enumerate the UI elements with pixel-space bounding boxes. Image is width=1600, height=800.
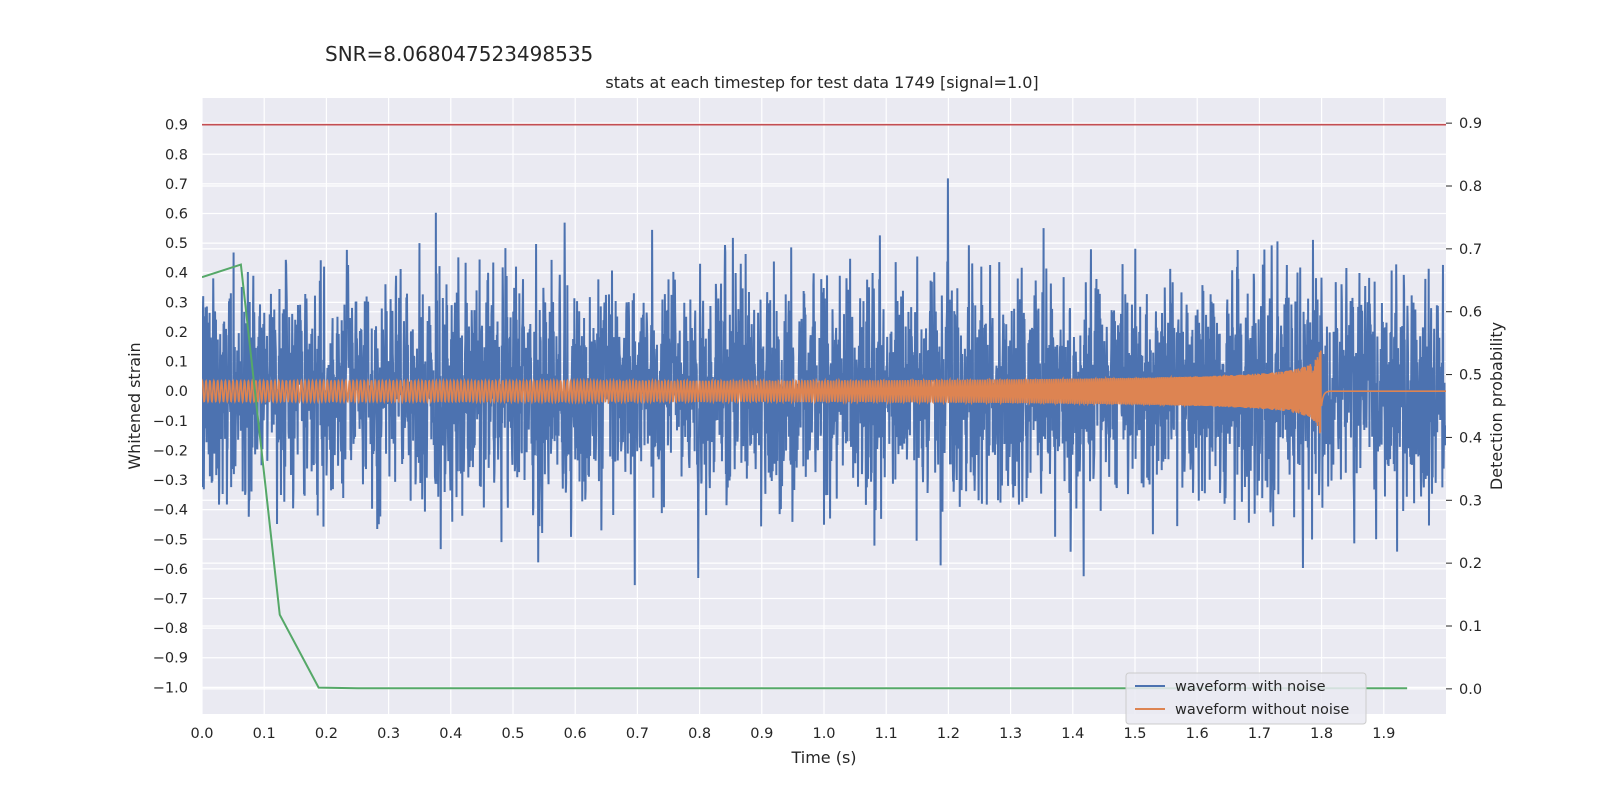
y-left-tick-label: 0.1	[165, 355, 188, 371]
y-right-tick-label: 0.4	[1459, 430, 1482, 446]
x-tick-label: 0.4	[439, 726, 462, 742]
x-tick-label: 0.7	[626, 726, 649, 742]
x-tick-label: 0.3	[377, 726, 400, 742]
y-left-tick-label: −0.2	[153, 443, 188, 459]
y-axis-left-label: Whitened strain	[125, 342, 144, 469]
x-tick-label: 1.8	[1310, 726, 1333, 742]
chart-title: stats at each timestep for test data 174…	[605, 73, 1038, 92]
series-line-waveform-with-noise	[202, 178, 1446, 586]
y-left-tick-label: 0.6	[165, 207, 188, 223]
series-line-detection-probability	[202, 263, 1408, 690]
legend-label-waveform-with-noise: waveform with noise	[1175, 679, 1326, 695]
y-right-tick-label: 0.6	[1459, 305, 1482, 321]
x-tick-label: 0.6	[564, 726, 587, 742]
x-tick-label: 1.4	[1061, 726, 1084, 742]
x-axis-label: Time (s)	[790, 748, 856, 767]
x-axis-ticks: 0.0 0.1 0.2 0.3 0.4 0.5 0.6 0.7 0.8 0.9 1.0 1.1 1.2 1…	[190, 726, 1395, 742]
y-left-tick-label: −0.1	[153, 414, 188, 430]
x-tick-label: 1.9	[1372, 726, 1395, 742]
y-right-tick-label: 0.8	[1459, 179, 1482, 195]
y-left-tick-label: 0.5	[165, 236, 188, 252]
series-line-waveform-without-noise	[202, 350, 1446, 434]
legend-box	[1125, 672, 1367, 725]
y-right-tick-label: 0.3	[1459, 493, 1482, 509]
y-left-tick-label: −0.4	[153, 503, 188, 519]
y-right-tick-label: 0.1	[1459, 619, 1482, 635]
y-right-tick-label: 0.5	[1459, 368, 1482, 384]
x-tick-label: 1.3	[999, 726, 1022, 742]
y-left-tick-label: 0.7	[165, 177, 188, 193]
y-right-tick-label: 0.9	[1459, 116, 1482, 132]
x-tick-label: 0.1	[253, 726, 276, 742]
y-axis-left-ticks: 0.9 0.8 0.7 0.6 0.5 0.4 0.3 0.2 0.1 0.0 −0.1 −0.2 −0…	[153, 118, 188, 697]
y-left-tick-label: −0.9	[153, 651, 188, 667]
x-tick-label: 0.0	[190, 726, 213, 742]
x-tick-label: 1.5	[1123, 726, 1146, 742]
y-left-tick-label: 0.0	[165, 384, 188, 400]
y-right-tick-label: 0.7	[1459, 242, 1482, 258]
y-right-tick-label: 0.0	[1459, 682, 1482, 698]
x-tick-label: 1.1	[875, 726, 898, 742]
y-left-tick-label: 0.3	[165, 295, 188, 311]
y-left-tick-label: 0.2	[165, 325, 188, 341]
y-left-tick-label: −0.6	[153, 562, 188, 578]
x-tick-label: 1.6	[1186, 726, 1209, 742]
x-tick-label: 1.0	[812, 726, 835, 742]
y-axis-right-label: Detection probability	[1487, 322, 1506, 490]
y-left-tick-label: −0.3	[153, 473, 188, 489]
y-right-tick-label: 0.2	[1459, 556, 1482, 572]
x-tick-label: 0.9	[750, 726, 773, 742]
y-axis-right-ticks: 0.9 0.8 0.7 0.6 0.5 0.4 0.3 0.2 0.1 0.0	[1446, 116, 1482, 698]
y-left-tick-label: 0.8	[165, 147, 188, 163]
x-tick-label: 1.7	[1248, 726, 1271, 742]
x-tick-label: 0.5	[501, 726, 524, 742]
x-tick-label: 0.2	[315, 726, 338, 742]
y-left-tick-label: 0.4	[165, 266, 188, 282]
legend: waveform with noise waveform without noi…	[1125, 672, 1367, 725]
y-left-tick-label: −0.5	[153, 532, 188, 548]
y-left-tick-label: −1.0	[153, 680, 188, 696]
legend-label-waveform-without-noise: waveform without noise	[1175, 702, 1349, 718]
x-tick-label: 0.8	[688, 726, 711, 742]
y-left-tick-label: 0.9	[165, 118, 188, 134]
snr-suptitle: SNR=8.068047523498535	[325, 42, 593, 66]
y-left-tick-label: −0.8	[153, 621, 188, 637]
y-left-tick-label: −0.7	[153, 592, 188, 608]
x-tick-label: 1.2	[937, 726, 960, 742]
